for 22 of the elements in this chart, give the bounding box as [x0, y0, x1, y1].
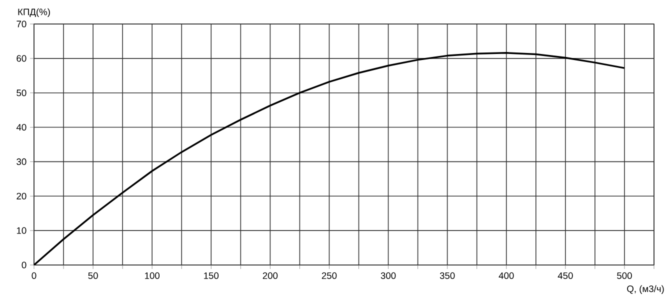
y-tick-label: 40 — [16, 124, 26, 131]
x-axis-title: Q, (м3/ч) — [627, 285, 664, 294]
x-tick-label: 250 — [322, 272, 337, 279]
y-tick-label: 10 — [16, 227, 26, 234]
y-tick-label: 20 — [16, 192, 26, 200]
y-tick-label: 60 — [16, 55, 26, 62]
line-series — [34, 52, 626, 265]
x-tick-label: 400 — [498, 272, 514, 279]
y-axis-title: КПД(%) — [18, 8, 50, 18]
x-tick-label: 450 — [558, 272, 573, 279]
y-tick-label: 70 — [16, 20, 26, 28]
x-tick-label: 150 — [204, 272, 219, 279]
x-tick-label: 300 — [380, 272, 396, 279]
x-tick-label: 0 — [32, 272, 36, 279]
x-tick-label: 200 — [262, 272, 278, 279]
y-tick-label: 30 — [16, 158, 26, 166]
x-tick-label: 100 — [145, 272, 160, 279]
x-tick-label: 50 — [88, 272, 98, 279]
x-tick-label: 500 — [617, 272, 632, 279]
x-tick-label: 350 — [440, 272, 455, 279]
y-tick-label: 50 — [16, 90, 26, 96]
y-tick-label: 0 — [22, 262, 26, 268]
